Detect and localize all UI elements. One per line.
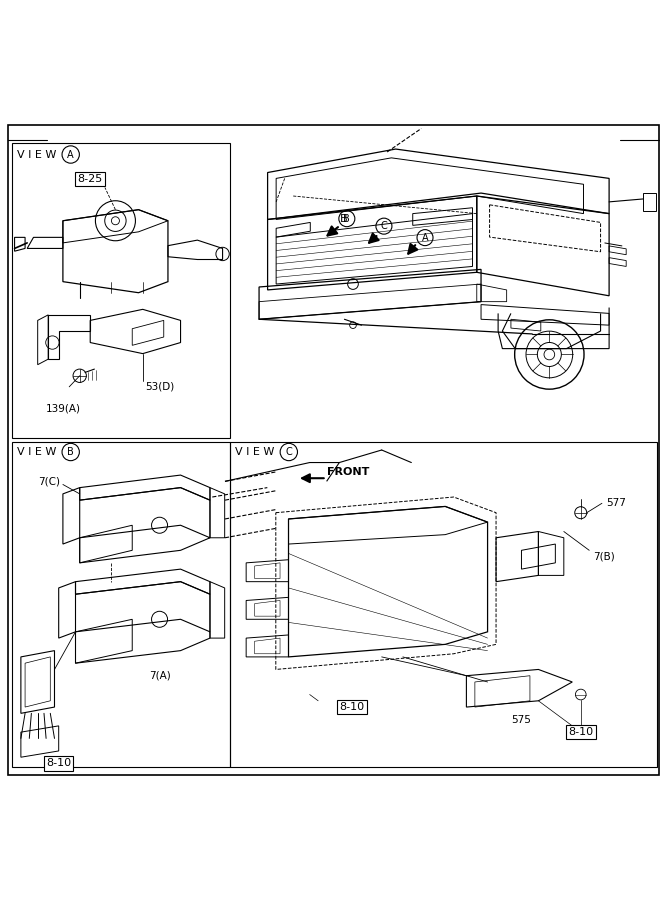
- Text: 577: 577: [606, 499, 626, 508]
- Text: 575: 575: [512, 715, 532, 724]
- Text: V I E W: V I E W: [17, 149, 57, 159]
- Text: C: C: [381, 221, 388, 231]
- Text: FRONT: FRONT: [327, 467, 369, 477]
- Text: 8-10: 8-10: [46, 759, 71, 769]
- Text: 7(A): 7(A): [149, 670, 171, 680]
- Text: B: B: [340, 213, 348, 224]
- Text: 7(C): 7(C): [37, 476, 59, 486]
- Text: C: C: [285, 447, 292, 457]
- Text: 8-10: 8-10: [568, 727, 594, 737]
- Text: B: B: [344, 213, 350, 224]
- Text: A: A: [422, 232, 428, 243]
- Text: A: A: [67, 149, 74, 159]
- Text: 8-25: 8-25: [77, 175, 103, 184]
- Text: B: B: [67, 447, 74, 457]
- Text: V I E W: V I E W: [17, 447, 57, 457]
- Bar: [12, 442, 230, 767]
- Bar: [12, 143, 230, 438]
- Text: 139(A): 139(A): [45, 404, 81, 414]
- Text: 7(B): 7(B): [594, 552, 615, 562]
- Text: 53(D): 53(D): [145, 382, 174, 392]
- Text: V I E W: V I E W: [235, 447, 275, 457]
- Bar: [230, 442, 657, 767]
- Text: 8-10: 8-10: [340, 702, 365, 712]
